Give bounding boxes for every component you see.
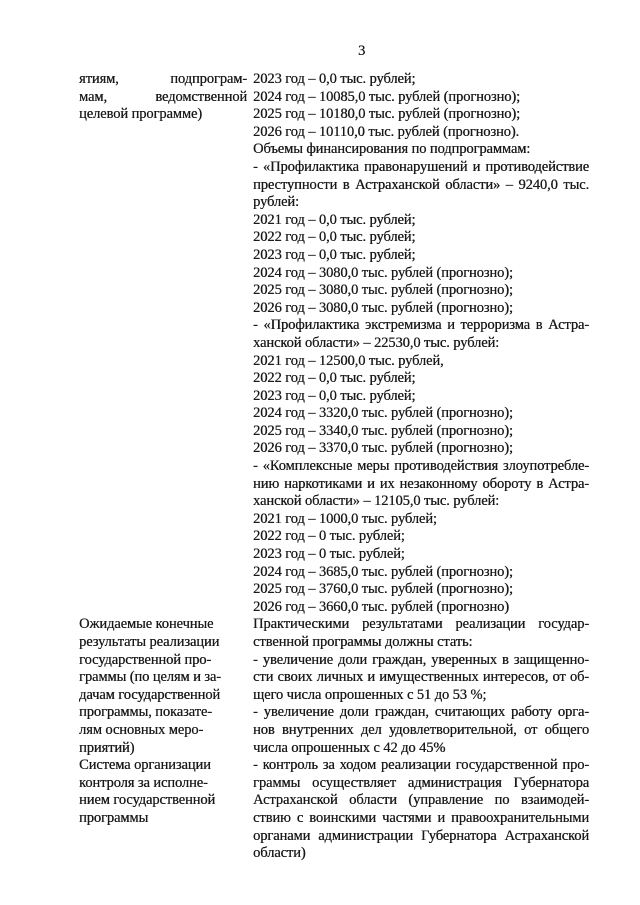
value-line: Объемы финансирования по подпрограммам:	[253, 141, 531, 158]
label-line: Ожидаемые конечные	[79, 616, 214, 633]
value-line: 2023 год – 0,0 тыс. рублей;	[253, 71, 416, 87]
value-line: ствию с воинскими частями и правоохранит…	[253, 809, 589, 826]
passport-row: Система организации контроля за исполне-н…	[79, 757, 589, 863]
label-line: контроля за исполне-	[79, 774, 208, 791]
value-line: граммы осуществляет администрация Губерн…	[253, 774, 589, 791]
value-line: Практическими результатами реализации го…	[253, 616, 589, 633]
value-line: 2024 год – 3685,0 тыс. рублей (прогнозно…	[253, 563, 513, 580]
value-line: 2023 год – 0 тыс. рублей;	[253, 546, 405, 563]
passport-row: ятиям, подпрограм-мам, ведомственной целе…	[79, 71, 589, 616]
value-line: 2022 год – 0,0 тыс. рублей;	[253, 229, 416, 246]
value-line: числа опрошенных с 42 до 45%	[253, 739, 446, 756]
value-line: области)	[253, 845, 306, 862]
label-line: программы, показате-	[79, 704, 212, 721]
value-cell: 2023 год – 0,0 тыс. рублей; 2024 год – 10…	[253, 71, 589, 616]
value-line: Астраханской области (управление по взаи…	[253, 792, 589, 809]
value-line: 2025 год – 3760,0 тыс. рублей (прогнозно…	[253, 581, 513, 598]
value-line: - «Комплексные меры противодействия злоу…	[253, 458, 589, 475]
value-line: 2026 год – 3370,0 тыс. рублей (прогнозно…	[253, 440, 513, 457]
value-line: ханской области» – 12105,0 тыс. рублей:	[253, 493, 500, 510]
label-line: лям основных меро-	[79, 721, 204, 738]
value-line: - «Профилактика правонарушений и противо…	[253, 158, 589, 175]
value-line: органами администрации Губернатора Астра…	[253, 827, 589, 844]
value-line: 2024 год – 3080,0 тыс. рублей (прогнозно…	[253, 264, 513, 281]
value-line: сти своих личных и имущественных интерес…	[253, 669, 589, 686]
value-line: ханской области» – 22530,0 тыс. рублей:	[253, 334, 500, 351]
label-line: нием государственной	[79, 792, 216, 809]
value-line: нов внутренних дел удовлетворительной, о…	[253, 721, 589, 738]
value-line: 2024 год – 10085,0 тыс. рублей (прогнозн…	[253, 88, 520, 105]
label-line: приятий)	[79, 739, 135, 756]
value-line: - «Профилактика экстремизма и терроризма…	[253, 317, 589, 334]
value-line: 2025 год – 3080,0 тыс. рублей (прогнозно…	[253, 282, 513, 299]
value-line: 2024 год – 3320,0 тыс. рублей (прогнозно…	[253, 405, 513, 422]
label-cell: Система организации контроля за исполне-н…	[79, 757, 253, 827]
page-number: 3	[358, 43, 366, 59]
value-line: 2022 год – 0 тыс. рублей;	[253, 528, 405, 545]
value-line: 2021 год – 1000,0 тыс. рублей;	[253, 510, 437, 527]
value-line: 2021 год – 12500,0 тыс. рублей,	[253, 352, 444, 369]
value-line: ственной программы должны стать:	[253, 634, 473, 650]
program-passport-table: ятиям, подпрограм-мам, ведомственной целе…	[79, 71, 589, 863]
value-line: - контроль за ходом реализации государст…	[253, 757, 589, 774]
value-line: 2026 год – 10110,0 тыс. рублей (прогнозн…	[253, 123, 520, 140]
value-line: 2026 год – 3080,0 тыс. рублей (прогнозно…	[253, 299, 513, 316]
label-cell: Ожидаемые конечные результаты реализации г…	[79, 616, 253, 757]
value-line: 2023 год – 0,0 тыс. рублей;	[253, 246, 416, 263]
label-line: результаты реализации	[79, 634, 220, 650]
label-line: государственной про-	[79, 651, 212, 668]
value-line: 2025 год – 10180,0 тыс. рублей (прогнозн…	[253, 106, 520, 123]
value-line: преступности в Астраханской области» – 9…	[253, 176, 589, 193]
value-line: 2022 год – 0,0 тыс. рублей;	[253, 370, 416, 387]
value-line: нию наркотиками и их незаконному обороту…	[253, 475, 589, 492]
label-line: мам, ведомственной	[79, 88, 247, 105]
value-line: щего числа опрошенных с 51 до 53 %;	[253, 686, 487, 703]
label-line: граммы (по целям и за-	[79, 669, 221, 686]
value-line: 2021 год – 0,0 тыс. рублей;	[253, 211, 416, 228]
value-line: - увеличение доли граждан, считающих раб…	[253, 704, 589, 721]
label-line: дачам государственной	[79, 686, 221, 703]
value-line: рублей:	[253, 194, 299, 211]
value-line: 2025 год – 3340,0 тыс. рублей (прогнозно…	[253, 422, 513, 439]
label-line: Система организации	[79, 757, 211, 774]
value-cell: Практическими результатами реализации го…	[253, 616, 589, 757]
value-line: 2023 год – 0,0 тыс. рублей;	[253, 387, 416, 404]
value-line: 2026 год – 3660,0 тыс. рублей (прогнозно…	[253, 598, 509, 615]
passport-row: Ожидаемые конечные результаты реализации г…	[79, 616, 589, 757]
label-line: ятиям, подпрограм-	[79, 71, 247, 87]
value-cell: - контроль за ходом реализации государст…	[253, 757, 589, 863]
label-line: программы	[79, 809, 149, 826]
label-line: целевой программе)	[79, 106, 202, 123]
label-cell: ятиям, подпрограм-мам, ведомственной целе…	[79, 71, 253, 124]
value-line: - увеличение доли граждан, уверенных в з…	[253, 651, 589, 668]
